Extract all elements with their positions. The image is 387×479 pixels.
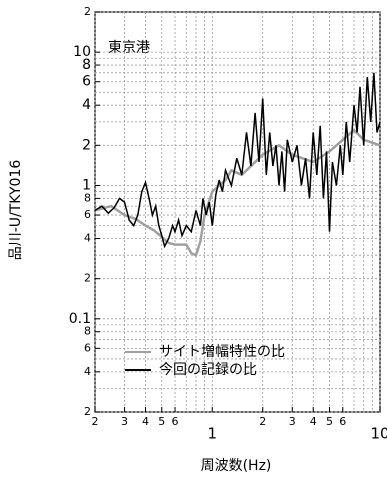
- x-tick-label: 6: [339, 415, 346, 428]
- x-tick-label: 3: [121, 415, 128, 428]
- x-tick-label: 2: [259, 415, 266, 428]
- x-tick-label: 4: [142, 415, 149, 428]
- x-tick-label: 3: [289, 415, 296, 428]
- y-tick-label: 6: [84, 208, 91, 221]
- y-tick-label: 6: [84, 341, 91, 354]
- x-tick-label: 10: [370, 425, 387, 443]
- y-tick-label: 2: [84, 5, 91, 18]
- y-tick-label: 8: [82, 57, 91, 73]
- x-tick-label: 4: [310, 415, 317, 428]
- y-tick-label: 8: [84, 325, 91, 338]
- series-line: [94, 128, 381, 257]
- x-tick-label: 1: [207, 425, 217, 443]
- y-tick-label: 2: [84, 405, 91, 418]
- x-axis-label: 周波数(Hz): [201, 458, 272, 474]
- x-tick-label: 6: [172, 415, 179, 428]
- x-tick-label: 2: [92, 415, 99, 428]
- y-tick-label: 4: [84, 232, 91, 245]
- legend-label: サイト増幅特性の比: [159, 344, 285, 360]
- y-tick-label: 10: [73, 44, 91, 60]
- y-tick-label: 1: [82, 177, 91, 193]
- series-line: [94, 72, 381, 249]
- y-tick-label: 2: [82, 137, 91, 153]
- legend-label: 今回の記録の比: [159, 361, 257, 378]
- y-axis-label: 品川-U/TKY016: [8, 160, 24, 261]
- y-tick-label: 6: [82, 74, 91, 90]
- y-tick-label: 4: [84, 365, 91, 378]
- y-tick-label: 8: [84, 191, 91, 204]
- y-tick-label: 2: [84, 272, 91, 285]
- y-tick-label: 4: [82, 97, 91, 113]
- y-tick-label: 0.1: [69, 311, 91, 327]
- x-tick-label: 5: [326, 415, 333, 428]
- annotation: 東京港: [108, 40, 150, 56]
- x-tick-label: 5: [158, 415, 165, 428]
